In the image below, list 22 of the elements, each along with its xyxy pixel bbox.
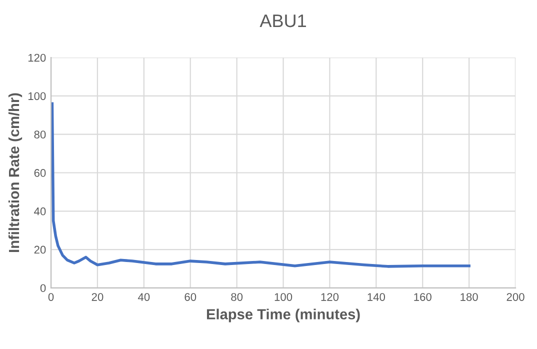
y-tick-label: 20 [34, 246, 46, 254]
x-tick-label: 200 [506, 293, 524, 301]
y-tick-label: 40 [34, 207, 46, 216]
chart-title: ABU1 [260, 14, 306, 28]
y-tick-label: 0 [40, 284, 46, 292]
y-tick-label: 120 [28, 54, 46, 62]
y-tick-label: 60 [34, 169, 46, 177]
y-tick-label: 80 [34, 130, 46, 138]
x-tick-label: 40 [138, 293, 150, 301]
x-tick-label: 100 [274, 293, 292, 301]
x-axis-title: Elapse Time (minutes) [206, 308, 360, 322]
x-tick-label: 80 [231, 293, 243, 301]
x-tick-label: 180 [460, 293, 478, 301]
x-tick-label: 20 [92, 293, 104, 301]
x-tick-label: 160 [414, 293, 432, 301]
line-series [51, 102, 470, 268]
x-tick-label: 120 [321, 293, 339, 301]
x-tick-label: 0 [48, 293, 54, 301]
y-axis-title: Infiltration Rate (cm/hr) [8, 93, 22, 252]
x-tick-label: 140 [368, 293, 386, 301]
x-tick-label: 60 [184, 293, 196, 301]
y-tick-label: 100 [28, 92, 46, 100]
